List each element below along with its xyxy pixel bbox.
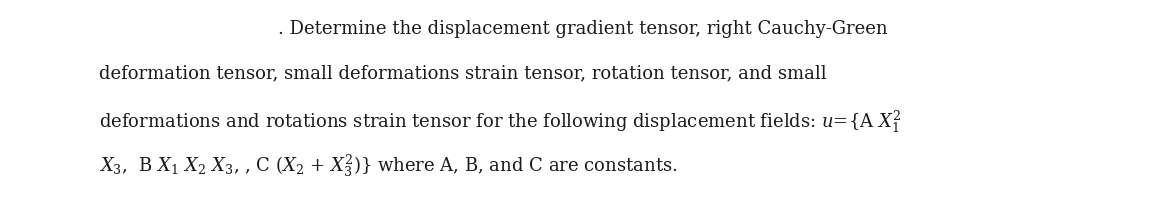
Text: $X_3$,  B $X_1$ $X_2$ $X_3$, , C ($X_2$ + $X_3^2$)} where A, B, and C are consta: $X_3$, B $X_1$ $X_2$ $X_3$, , C ($X_2$ +… <box>99 152 679 178</box>
Text: deformation tensor, small deformations strain tensor, rotation tensor, and small: deformation tensor, small deformations s… <box>99 64 827 82</box>
Text: . Determine the displacement gradient tensor, right Cauchy-Green: . Determine the displacement gradient te… <box>277 20 888 38</box>
Text: deformations and rotations strain tensor for the following displacement fields: : deformations and rotations strain tensor… <box>99 108 902 134</box>
